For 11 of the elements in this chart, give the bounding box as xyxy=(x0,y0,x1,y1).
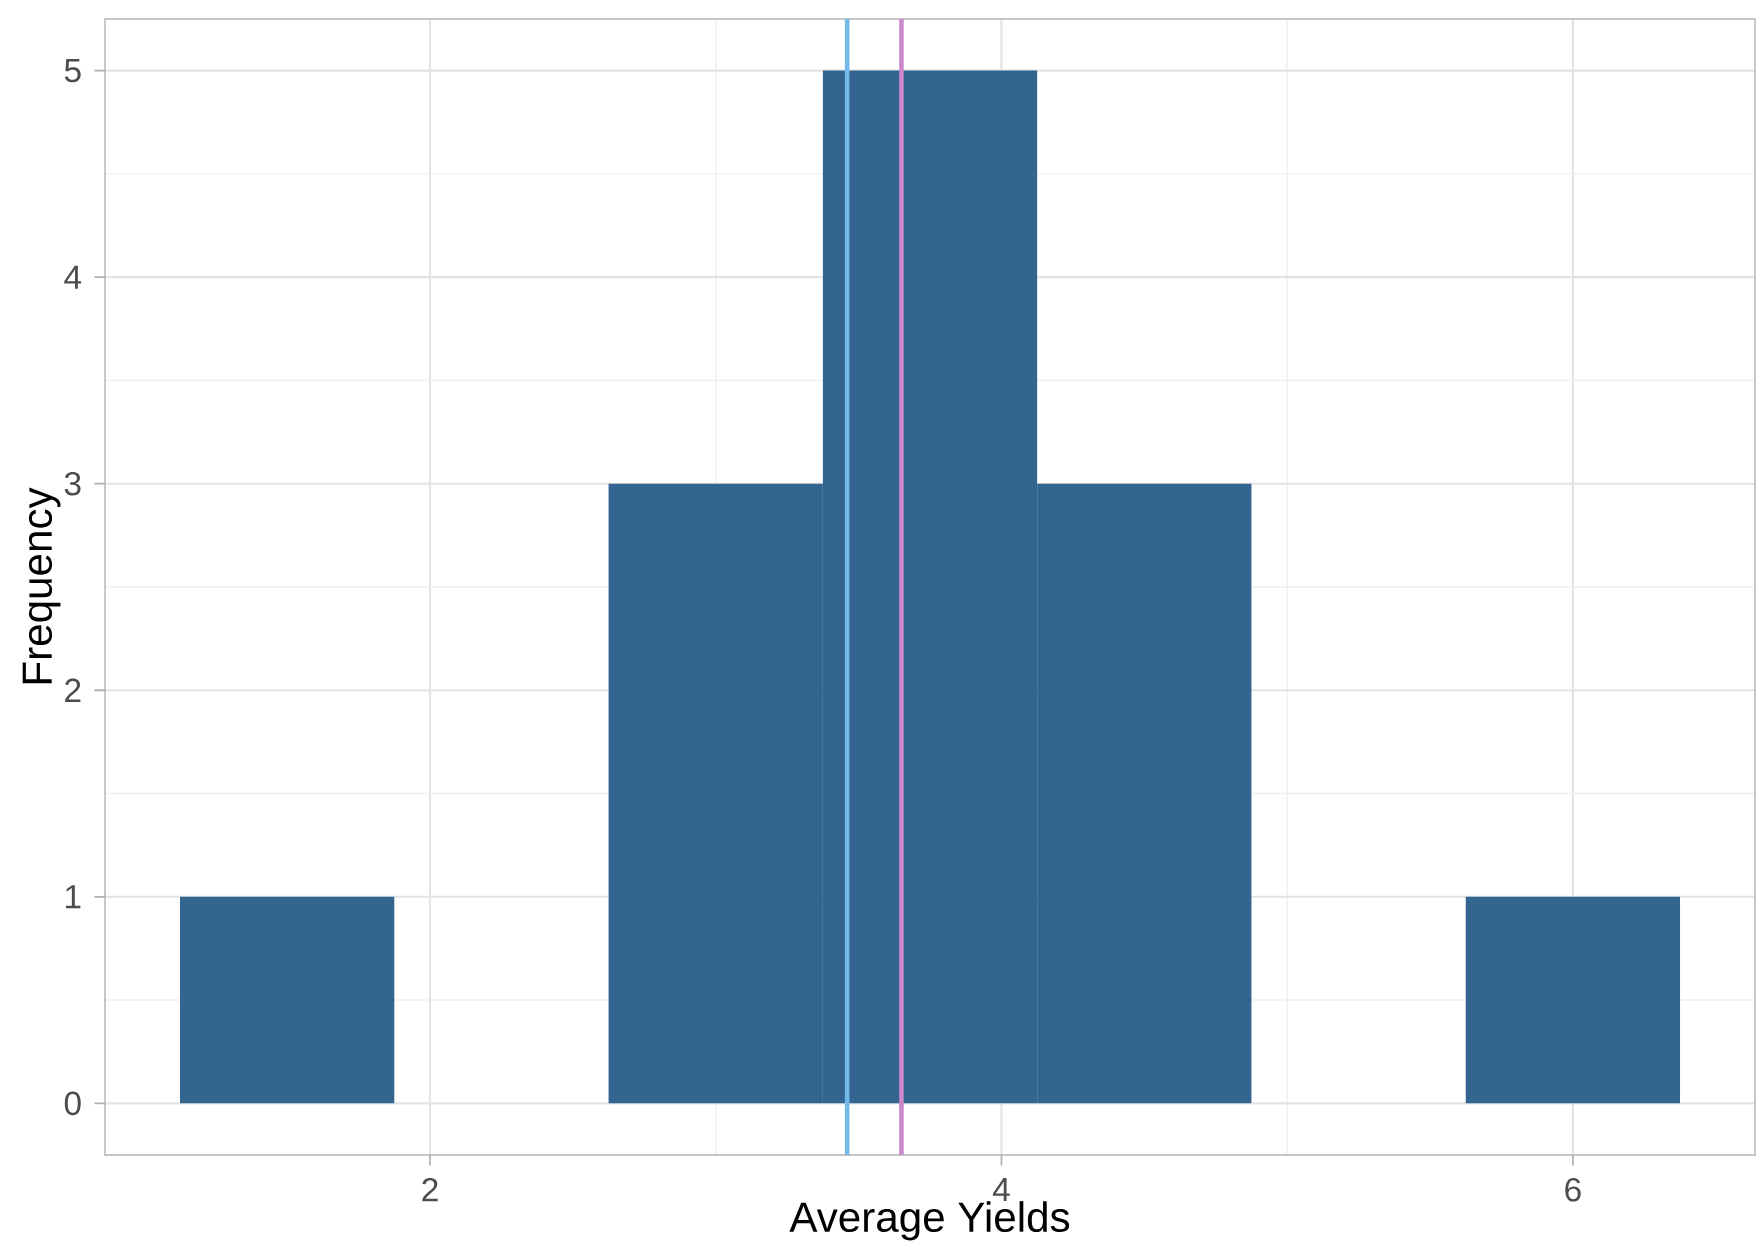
y-tick-label: 1 xyxy=(66,885,81,909)
x-tick-label: 6 xyxy=(1565,1177,1581,1202)
x-axis-title: Average Yields xyxy=(789,1201,1070,1241)
y-tick-label: 3 xyxy=(64,471,81,496)
y-tick-label: 2 xyxy=(65,678,81,702)
x-tick-label: 2 xyxy=(422,1177,438,1202)
y-tick-label: 5 xyxy=(64,58,81,83)
y-tick-label: 0 xyxy=(64,1091,81,1116)
x-tick-label: 4 xyxy=(992,1177,1010,1201)
y-axis-title: Frequency xyxy=(22,487,61,684)
y-tick-label: 4 xyxy=(64,265,82,289)
